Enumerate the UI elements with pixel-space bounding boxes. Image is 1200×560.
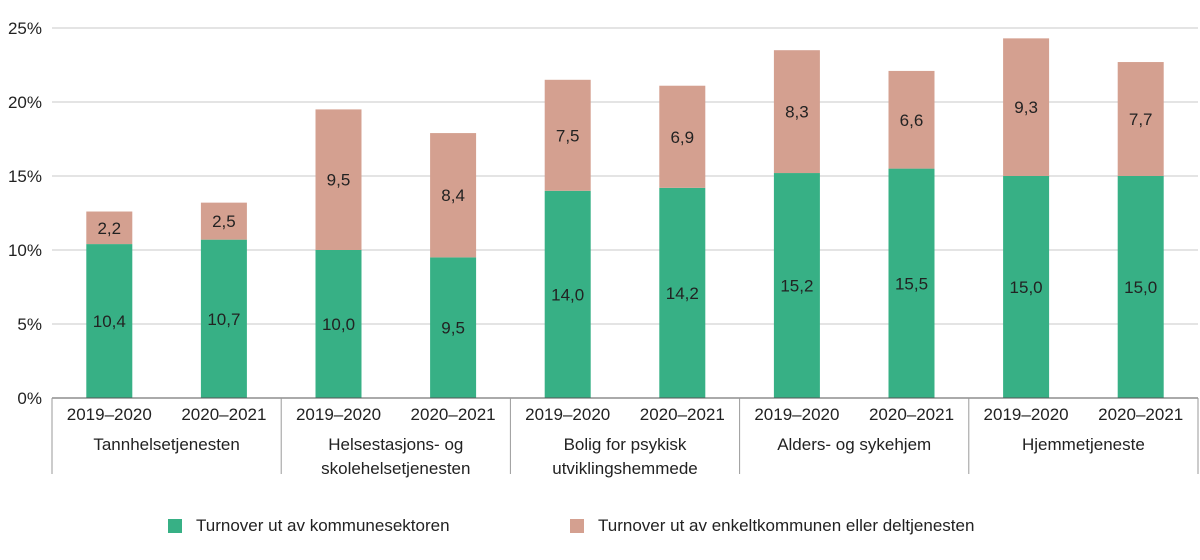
x-category-label: 2019–2020 — [984, 405, 1069, 424]
legend-label-series-1: Turnover ut av kommunesektoren — [196, 516, 450, 535]
data-label: 2,2 — [97, 219, 121, 238]
bar-segment-series-1 — [1117, 176, 1164, 398]
bar-segment-series-2 — [544, 79, 591, 191]
x-category-label: 2020–2021 — [869, 405, 954, 424]
data-label: 10,7 — [207, 310, 240, 329]
x-group-label: Helsestasjons- og — [328, 435, 463, 454]
bar-segment-series-2 — [315, 109, 362, 251]
data-label: 7,7 — [1129, 110, 1153, 129]
bar-segment-series-2 — [888, 70, 935, 169]
data-label: 14,2 — [666, 284, 699, 303]
bar-segment-series-2 — [773, 50, 820, 174]
y-tick-label: 20% — [8, 93, 42, 112]
data-label: 6,6 — [900, 111, 924, 130]
legend-item-series-2: Turnover ut av enkeltkommunen eller delt… — [570, 516, 974, 536]
data-label: 8,3 — [785, 103, 809, 122]
x-group-label: skolehelsetjenesten — [321, 459, 470, 478]
data-label: 14,0 — [551, 285, 584, 304]
x-category-label: 2019–2020 — [67, 405, 152, 424]
bar-segment-series-1 — [86, 244, 133, 398]
x-category-label: 2019–2020 — [525, 405, 610, 424]
data-label: 15,2 — [780, 277, 813, 296]
x-category-label: 2020–2021 — [1098, 405, 1183, 424]
legend: Turnover ut av kommunesektoren Turnover … — [0, 516, 1200, 548]
stacked-bar-chart: 0% 5% 10% 15% 20% 25% 10,4 2,2 10,7 2,5 10,0 9,5 9,… — [8, 19, 1199, 478]
bar-segment-series-1 — [659, 187, 706, 398]
data-label: 9,3 — [1014, 98, 1038, 117]
y-tick-label: 10% — [8, 241, 42, 260]
bar-segment-series-1 — [1003, 176, 1050, 398]
x-category-label: 2020–2021 — [181, 405, 266, 424]
bar-segment-series-2 — [200, 202, 247, 240]
data-label: 9,5 — [441, 319, 465, 338]
bar-segment-series-1 — [315, 250, 362, 398]
data-label: 2,5 — [212, 212, 236, 231]
x-group-label: Alders- og sykehjem — [777, 435, 931, 454]
data-label: 15,0 — [1124, 278, 1157, 297]
data-label: 9,5 — [327, 171, 351, 190]
data-label: 15,5 — [895, 274, 928, 293]
data-label: 15,0 — [1010, 278, 1043, 297]
y-tick-label: 5% — [17, 315, 42, 334]
bar-segment-series-1 — [430, 257, 477, 398]
bar-segment-series-1 — [773, 173, 820, 398]
bar-segment-series-1 — [544, 190, 591, 398]
data-label: 6,9 — [670, 128, 694, 147]
bar-segment-series-2 — [659, 85, 706, 188]
bar-segment-series-1 — [200, 239, 247, 398]
x-group-label: Tannhelsetjenesten — [93, 435, 240, 454]
data-label: 7,5 — [556, 126, 580, 145]
bar-segment-series-1 — [888, 168, 935, 398]
y-axis-ticks: 0% 5% 10% 15% 20% 25% — [8, 19, 42, 408]
y-tick-label: 25% — [8, 19, 42, 38]
x-category-label: 2020–2021 — [640, 405, 725, 424]
x-category-label: 2019–2020 — [296, 405, 381, 424]
x-group-label: Hjemmetjeneste — [1022, 435, 1145, 454]
bars: 10,4 2,2 10,7 2,5 10,0 9,5 9,5 8,4 14,0 7,5 14,2 6,… — [86, 38, 1164, 398]
legend-label-series-2: Turnover ut av enkeltkommunen eller delt… — [598, 516, 975, 535]
y-tick-label: 0% — [17, 389, 42, 408]
bar-segment-series-2 — [86, 211, 133, 245]
data-label: 8,4 — [441, 186, 465, 205]
data-label: 10,0 — [322, 315, 355, 334]
x-group-label: utviklingshemmede — [552, 459, 698, 478]
x-category-label: 2020–2021 — [411, 405, 496, 424]
x-axis-labels: 2019–2020 2020–2021 2019–2020 2020–2021 2019… — [51, 398, 1199, 478]
legend-swatch-series-2 — [570, 519, 584, 533]
x-group-label: Bolig for psykisk — [564, 435, 687, 454]
data-label: 10,4 — [93, 312, 126, 331]
y-tick-label: 15% — [8, 167, 42, 186]
legend-swatch-series-1 — [168, 519, 182, 533]
bar-segment-series-2 — [1117, 62, 1164, 176]
legend-item-series-1: Turnover ut av kommunesektoren — [168, 516, 450, 536]
x-category-label: 2019–2020 — [754, 405, 839, 424]
bar-segment-series-2 — [430, 133, 477, 258]
bar-segment-series-2 — [1003, 38, 1050, 176]
